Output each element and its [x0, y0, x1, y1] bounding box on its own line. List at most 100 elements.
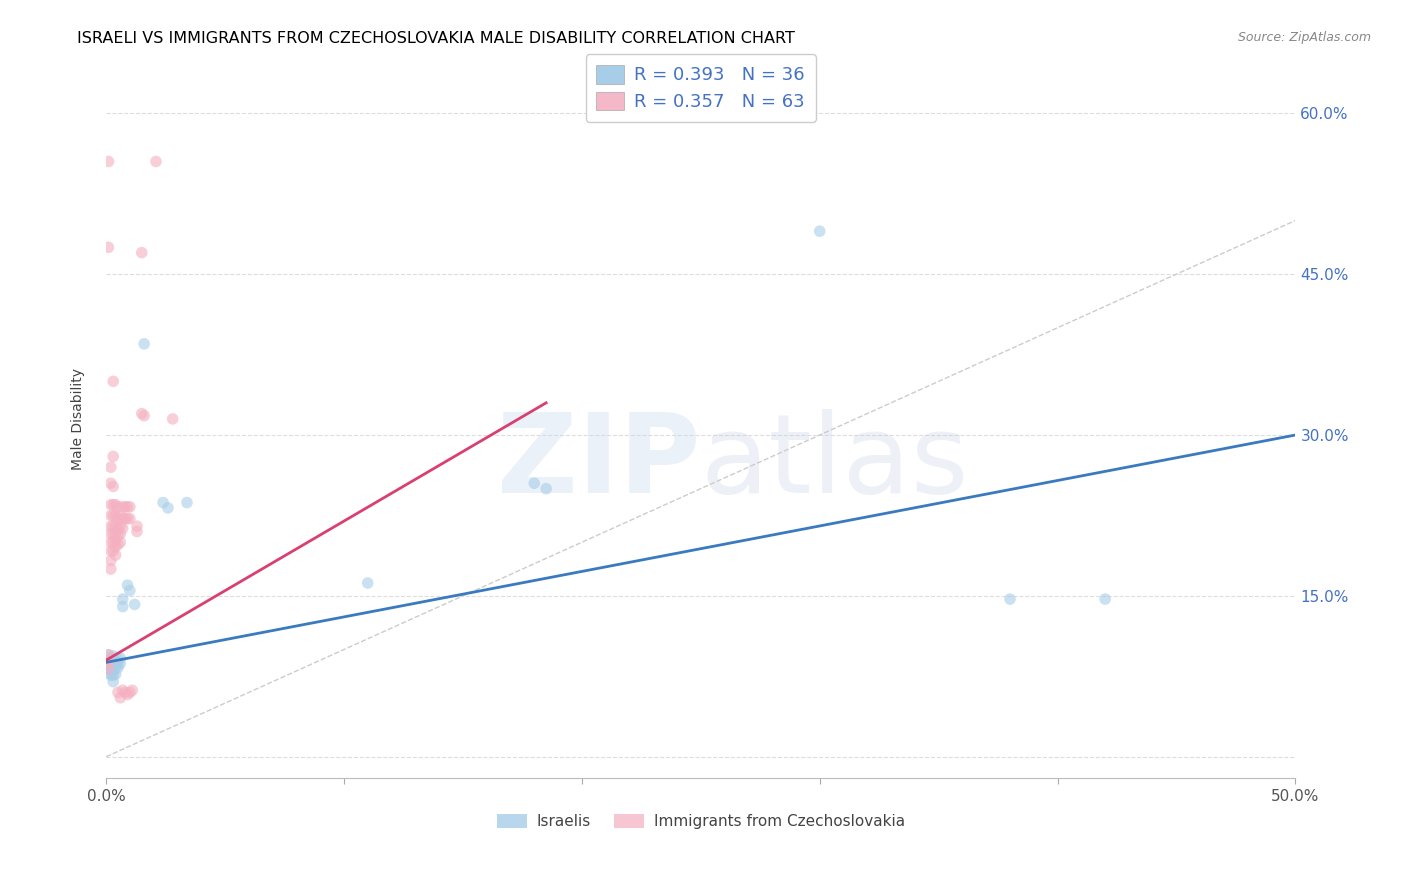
Point	[104, 667, 127, 681]
Point	[103, 657, 125, 672]
Point	[97, 154, 120, 169]
Point	[125, 524, 148, 539]
Point	[97, 662, 120, 676]
Point	[103, 648, 125, 663]
Text: atlas: atlas	[700, 409, 969, 516]
Point	[107, 511, 129, 525]
Point	[103, 375, 125, 389]
Point	[104, 548, 127, 562]
Point	[100, 657, 122, 671]
Point	[97, 666, 120, 681]
Point	[162, 412, 184, 426]
Point	[110, 508, 132, 523]
Point	[107, 652, 129, 666]
Point	[100, 460, 122, 475]
Point	[134, 409, 156, 423]
Point	[523, 476, 546, 491]
Point	[808, 224, 831, 238]
Point	[357, 576, 380, 591]
Point	[104, 498, 127, 512]
Point	[117, 688, 139, 702]
Point	[107, 529, 129, 543]
Text: Source: ZipAtlas.com: Source: ZipAtlas.com	[1237, 31, 1371, 45]
Point	[100, 668, 122, 682]
Point	[114, 500, 136, 514]
Point	[103, 668, 125, 682]
Point	[100, 508, 122, 523]
Point	[104, 540, 127, 554]
Point	[107, 661, 129, 675]
Point	[118, 511, 141, 525]
Point	[100, 519, 122, 533]
Point	[103, 526, 125, 541]
Point	[104, 526, 127, 541]
Point	[103, 535, 125, 549]
Point	[103, 663, 125, 677]
Point	[111, 683, 134, 698]
Point	[103, 519, 125, 533]
Point	[100, 498, 122, 512]
Point	[97, 662, 120, 676]
Point	[111, 599, 134, 614]
Point	[104, 533, 127, 548]
Point	[104, 654, 127, 668]
Point	[111, 592, 134, 607]
Point	[100, 553, 122, 567]
Point	[103, 674, 125, 689]
Point	[131, 407, 153, 421]
Point	[97, 648, 120, 662]
Point	[110, 526, 132, 541]
Point	[110, 651, 132, 665]
Point	[97, 240, 120, 254]
Point	[145, 154, 167, 169]
Point	[125, 519, 148, 533]
Point	[1094, 592, 1116, 607]
Text: ZIP: ZIP	[498, 409, 700, 516]
Point	[97, 648, 120, 662]
Point	[100, 526, 122, 541]
Point	[117, 500, 139, 514]
Point	[111, 500, 134, 514]
Text: ISRAELI VS IMMIGRANTS FROM CZECHOSLOVAKIA MALE DISABILITY CORRELATION CHART: ISRAELI VS IMMIGRANTS FROM CZECHOSLOVAKI…	[77, 31, 796, 46]
Point	[104, 661, 127, 675]
Point	[103, 450, 125, 464]
Point	[103, 508, 125, 523]
Point	[103, 498, 125, 512]
Point	[134, 336, 156, 351]
Point	[114, 685, 136, 699]
Point	[100, 544, 122, 558]
Point	[118, 685, 141, 699]
Point	[107, 500, 129, 514]
Point	[103, 544, 125, 558]
Point	[176, 495, 198, 509]
Point	[152, 495, 174, 509]
Y-axis label: Male Disability: Male Disability	[72, 368, 86, 470]
Point	[97, 656, 120, 670]
Point	[110, 535, 132, 549]
Point	[110, 690, 132, 705]
Point	[117, 511, 139, 525]
Point	[110, 657, 132, 671]
Point	[534, 482, 557, 496]
Point	[97, 656, 120, 670]
Point	[107, 537, 129, 551]
Point	[110, 519, 132, 533]
Point	[103, 479, 125, 493]
Point	[100, 662, 122, 676]
Point	[104, 519, 127, 533]
Point	[100, 562, 122, 576]
Point	[107, 657, 129, 671]
Point	[118, 583, 141, 598]
Point	[124, 598, 146, 612]
Point	[107, 521, 129, 535]
Point	[104, 508, 127, 523]
Point	[121, 683, 143, 698]
Point	[111, 511, 134, 525]
Point	[118, 500, 141, 514]
Point	[117, 578, 139, 592]
Point	[156, 500, 179, 515]
Point	[100, 476, 122, 491]
Point	[100, 535, 122, 549]
Point	[131, 245, 153, 260]
Point	[111, 521, 134, 535]
